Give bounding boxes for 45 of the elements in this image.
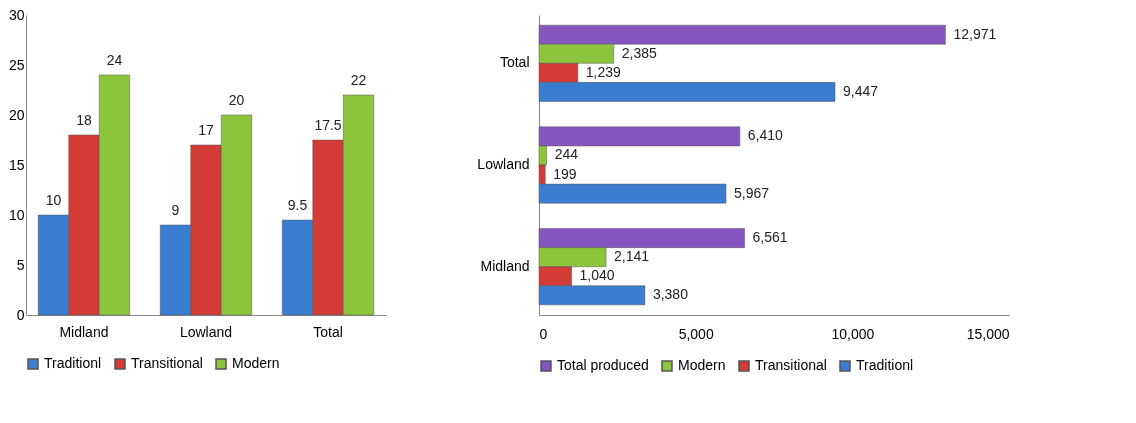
y-tick-label: Lowland	[477, 156, 530, 172]
y-tick-label: 15	[8, 156, 25, 173]
y-tick-label: Midland	[480, 257, 530, 274]
data-label: 6,561	[752, 229, 788, 246]
data-label: 6,410	[747, 127, 784, 144]
y-tick-label: 0	[16, 306, 25, 323]
data-label: 24	[106, 52, 123, 68]
data-label: 199	[553, 165, 577, 182]
legend-label: Traditionl	[856, 357, 914, 373]
x-tick-label: 5,000	[678, 325, 714, 342]
data-label: 5,967	[733, 184, 770, 201]
data-label: 17	[198, 122, 214, 138]
legend-label: Total produced	[557, 357, 649, 373]
legend-label: Modern	[678, 357, 726, 373]
legend-label: Transitional	[131, 355, 203, 371]
data-label: 22	[350, 72, 367, 88]
x-tick-label: Lowland	[179, 323, 233, 340]
legend-label: Transitional	[755, 357, 827, 373]
y-tick-label: 30	[8, 6, 25, 23]
data-label: 2,141	[614, 248, 650, 265]
x-tick-label: 10,000	[831, 325, 875, 342]
data-label: 9.5	[287, 197, 308, 213]
data-label: 20	[228, 92, 245, 108]
legend-label: Modern	[232, 355, 280, 371]
data-label: 3,380	[652, 286, 689, 303]
data-label: 9	[171, 202, 180, 218]
x-tick-label: 15,000	[966, 325, 1010, 342]
y-tick-label: 10	[8, 206, 25, 223]
y-tick-label: 5	[16, 256, 25, 273]
data-label: 12,971	[953, 25, 997, 42]
data-label: 1,040	[579, 267, 615, 284]
y-tick-label: 20	[8, 106, 25, 123]
data-label: 244	[554, 146, 579, 163]
data-label: 10	[45, 192, 62, 208]
data-label: 9,447	[843, 82, 879, 99]
x-tick-label: Total	[313, 323, 343, 340]
x-tick-label: 0	[539, 325, 548, 342]
y-tick-label: 25	[8, 56, 25, 73]
y-tick-label: Total	[499, 54, 530, 71]
x-tick-label: Midland	[59, 323, 109, 340]
data-label: 1,239	[585, 63, 622, 80]
data-label: 17.5	[314, 117, 342, 133]
data-label: 18	[76, 112, 92, 128]
legend-label: Traditionl	[44, 355, 102, 371]
data-label: 2,385	[621, 44, 657, 61]
